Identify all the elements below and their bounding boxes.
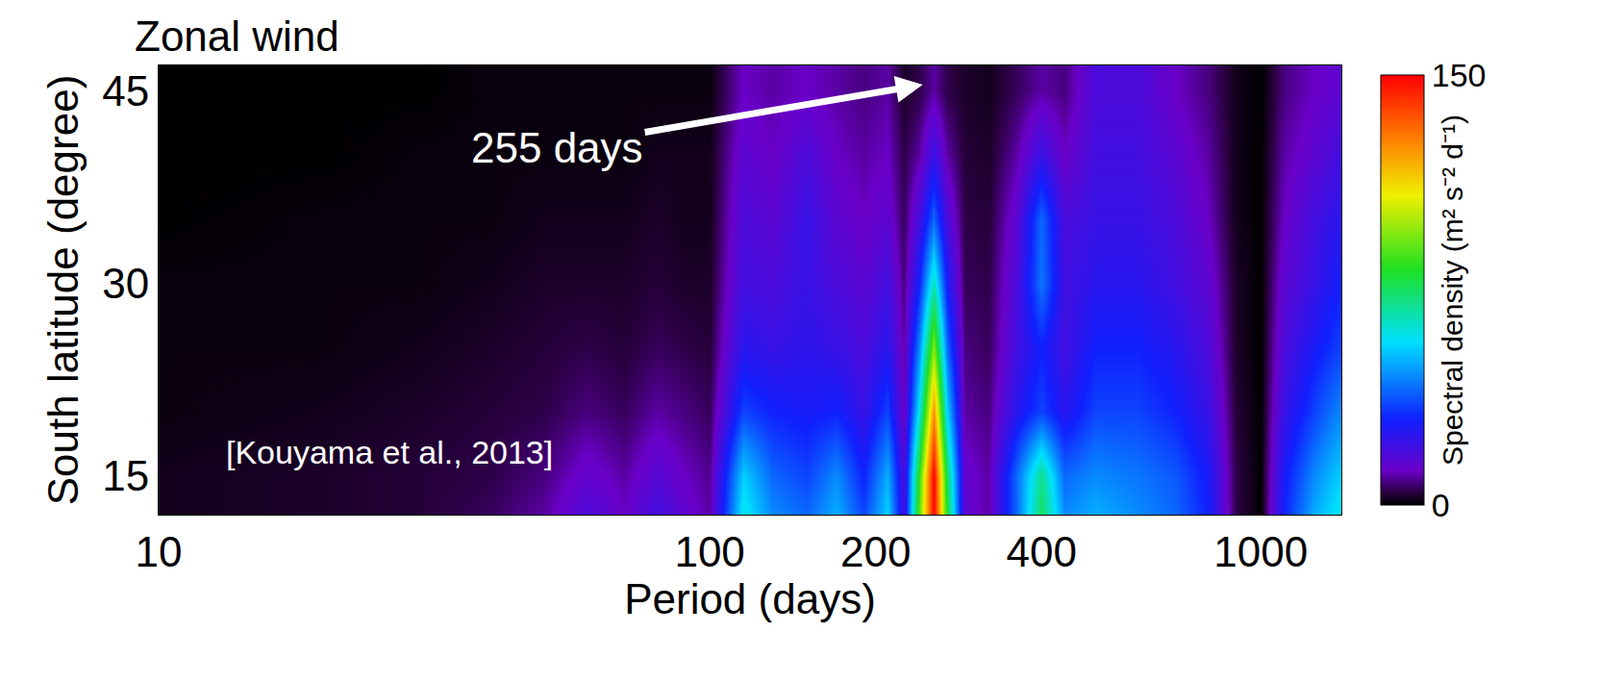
- svg-text:Spectral density (m² s⁻² d⁻¹): Spectral density (m² s⁻² d⁻¹): [1436, 114, 1469, 466]
- svg-text:South latitude (degree): South latitude (degree): [39, 75, 87, 506]
- svg-text:Zonal wind: Zonal wind: [134, 12, 340, 60]
- svg-text:0: 0: [1431, 486, 1450, 524]
- svg-text:10: 10: [135, 527, 183, 575]
- svg-text:200: 200: [840, 527, 911, 575]
- svg-text:255 days: 255 days: [471, 124, 644, 172]
- svg-text:1000: 1000: [1213, 527, 1308, 575]
- svg-text:150: 150: [1431, 56, 1487, 94]
- svg-text:45: 45: [101, 67, 150, 115]
- svg-text:[Kouyama et al., 2013]: [Kouyama et al., 2013]: [225, 433, 553, 471]
- svg-text:30: 30: [101, 259, 150, 307]
- svg-text:400: 400: [1005, 527, 1076, 575]
- svg-text:Period (days): Period (days): [624, 575, 876, 623]
- svg-text:15: 15: [101, 451, 150, 500]
- svg-text:100: 100: [674, 527, 745, 575]
